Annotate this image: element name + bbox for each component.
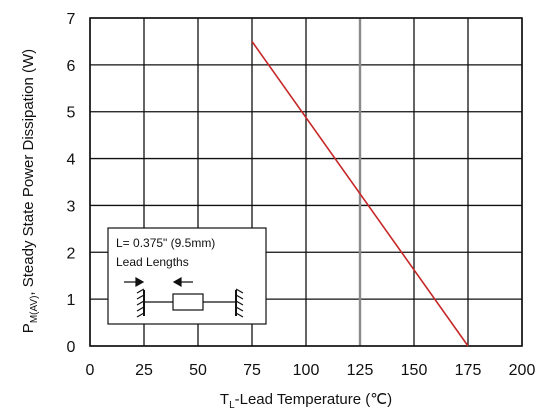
right-length-arrowhead	[172, 276, 182, 288]
y-tick-label-0: 0	[67, 339, 76, 356]
x-axis-ticks: 0 25 50 75 100 125 150 175 200	[86, 362, 536, 379]
component-body	[172, 293, 204, 311]
left-clamp-hatch	[136, 288, 145, 318]
y-tick-label-3: 3	[67, 198, 76, 215]
x-axis-title-subscript: L	[229, 400, 235, 411]
x-tick-label-8: 200	[509, 362, 536, 379]
x-tick-label-5: 125	[347, 362, 374, 379]
x-axis-title-suffix: -Lead Temperature (℃)	[235, 391, 392, 408]
plot-frame	[89, 17, 523, 347]
annotation-line-2: Lead Lengths	[116, 255, 189, 269]
lead-diagram	[124, 276, 244, 318]
y-tick-label-1: 1	[67, 292, 76, 309]
y-axis-title: PM(AV), Steady State Power Dissipation (…	[20, 49, 40, 333]
series-line-0	[251, 40, 469, 347]
annotation-line-1: L= 0.375" (9.5mm)	[116, 236, 215, 250]
y-axis-ticks: 0 1 2 3 4 5 6 7	[67, 11, 76, 356]
x-tick-label-3: 75	[243, 362, 261, 379]
y-tick-label-4: 4	[67, 152, 76, 169]
y-axis-title-subscript: M(AV)	[29, 296, 40, 324]
y-tick-label-7: 7	[67, 11, 76, 28]
right-clamp-hatch	[235, 288, 244, 318]
x-tick-label-4: 100	[293, 362, 320, 379]
y-tick-label-5: 5	[67, 105, 76, 122]
plot-border	[89, 17, 523, 347]
series-group	[251, 40, 469, 347]
lead-length-annotation: L= 0.375" (9.5mm) Lead Lengths	[107, 227, 267, 325]
y-tick-label-6: 6	[67, 58, 76, 75]
x-axis-title: TL-Lead Temperature (℃)	[220, 391, 392, 411]
x-tick-label-2: 50	[189, 362, 207, 379]
x-tick-label-1: 25	[135, 362, 153, 379]
x-tick-label-0: 0	[86, 362, 95, 379]
y-tick-label-2: 2	[67, 245, 76, 262]
x-tick-label-7: 175	[455, 362, 482, 379]
x-tick-label-6: 150	[401, 362, 428, 379]
left-length-arrowhead	[135, 276, 145, 288]
y-axis-title-prefix: P	[20, 323, 37, 333]
y-axis-title-suffix: , Steady State Power Dissipation (W)	[20, 49, 37, 296]
x-axis-title-prefix: T	[220, 391, 229, 408]
